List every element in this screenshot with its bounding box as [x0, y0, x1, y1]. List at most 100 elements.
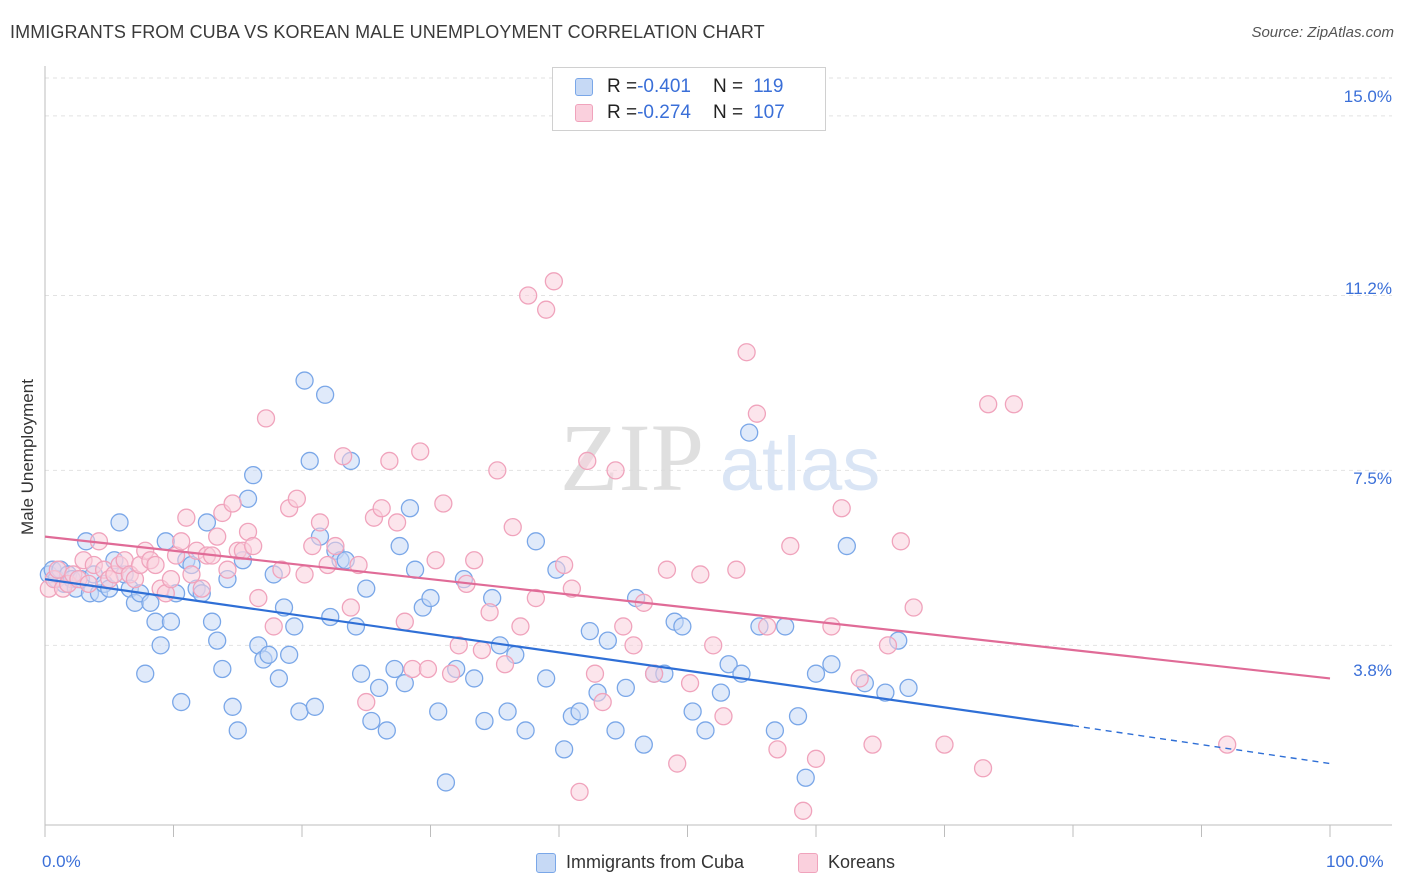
- legend-row-koreans: R = -0.274 N = 107: [575, 101, 785, 125]
- data-point: [634, 735, 653, 754]
- data-point: [822, 617, 841, 636]
- legend-r-value: -0.274: [637, 102, 691, 123]
- data-point: [973, 759, 993, 778]
- data-point: [244, 465, 263, 485]
- data-point: [434, 494, 453, 513]
- data-point: [776, 617, 795, 636]
- bottom-legend-label: Koreans: [828, 852, 896, 872]
- data-point: [208, 631, 227, 650]
- data-point: [832, 499, 851, 518]
- data-point: [310, 513, 330, 532]
- trend-line-cuba: [44, 578, 1074, 727]
- data-point: [1218, 735, 1237, 754]
- data-point: [300, 451, 319, 471]
- bottom-legend-label: Immigrants from Cuba: [566, 852, 745, 872]
- data-point: [781, 536, 800, 556]
- data-point: [395, 674, 414, 693]
- data-point: [578, 451, 597, 471]
- data-point: [156, 532, 175, 551]
- data-point: [357, 579, 376, 598]
- data-point: [405, 560, 425, 579]
- axes: [44, 66, 1392, 837]
- data-point: [295, 371, 314, 390]
- data-point: [794, 801, 813, 820]
- data-point: [554, 555, 574, 575]
- data-point: [758, 617, 777, 636]
- y-tick-label: 11.2%: [1345, 279, 1392, 298]
- data-point: [244, 536, 263, 556]
- data-point: [788, 707, 808, 726]
- data-point: [585, 664, 605, 683]
- data-point: [876, 683, 895, 702]
- data-point: [465, 669, 484, 688]
- data-point: [403, 659, 422, 679]
- data-point: [395, 612, 414, 631]
- data-point: [411, 442, 430, 461]
- data-point: [441, 664, 461, 683]
- data-point: [290, 702, 309, 721]
- data-point: [519, 286, 538, 305]
- data-point: [657, 560, 677, 579]
- legend-box: R = -0.401 N = 119 R = -0.274 N = 107: [552, 67, 826, 131]
- data-point: [213, 659, 232, 679]
- bottom-legend-koreans: Koreans: [798, 852, 895, 873]
- data-point: [796, 768, 815, 787]
- data-point: [259, 645, 278, 664]
- data-point: [333, 447, 353, 466]
- data-point: [1004, 395, 1024, 414]
- data-point: [727, 560, 746, 579]
- data-point: [673, 617, 692, 636]
- series-koreans: [39, 272, 1237, 820]
- data-point: [891, 532, 910, 551]
- legend-n-label: N =: [712, 102, 744, 123]
- data-point: [48, 560, 67, 579]
- data-point: [503, 517, 522, 537]
- data-point: [537, 669, 556, 688]
- data-point: [272, 560, 291, 579]
- data-point: [598, 631, 617, 650]
- data-point: [303, 536, 322, 556]
- data-point: [562, 579, 581, 598]
- data-point: [151, 636, 170, 655]
- data-point: [516, 721, 535, 740]
- data-point: [172, 692, 191, 712]
- data-point: [691, 565, 710, 584]
- x-tick-label-max: 100.0%: [1326, 852, 1384, 871]
- data-point: [711, 683, 731, 702]
- data-point: [380, 451, 399, 471]
- data-point: [863, 735, 882, 754]
- watermark: ZIP atlas: [560, 404, 880, 511]
- data-point: [449, 636, 468, 655]
- y-tick-label: 15.0%: [1343, 87, 1392, 106]
- data-point: [421, 588, 440, 608]
- data-point: [182, 565, 201, 584]
- data-point: [341, 598, 360, 617]
- data-point: [208, 527, 227, 546]
- data-point: [285, 617, 304, 636]
- data-point: [218, 560, 237, 579]
- legend-r-value: -0.401: [637, 76, 691, 97]
- data-point: [172, 532, 191, 551]
- data-point: [238, 489, 258, 508]
- data-point: [737, 343, 756, 362]
- data-point: [668, 754, 687, 773]
- data-point: [223, 494, 242, 513]
- data-point: [614, 617, 633, 636]
- legend-swatch-cuba: [575, 78, 593, 96]
- data-point: [351, 664, 371, 683]
- legend-n-value: 107: [753, 102, 785, 123]
- chart-source: Source: ZipAtlas.com: [1251, 24, 1394, 41]
- data-point: [719, 655, 738, 674]
- data-point: [146, 555, 165, 575]
- data-point: [390, 536, 409, 556]
- data-point: [228, 721, 247, 740]
- data-point: [287, 489, 307, 508]
- data-point: [472, 640, 492, 660]
- data-point: [935, 735, 954, 754]
- legend-swatch-koreans: [575, 104, 593, 122]
- data-point: [606, 461, 625, 480]
- data-point: [526, 588, 546, 608]
- data-point: [704, 636, 723, 655]
- data-point: [480, 603, 499, 622]
